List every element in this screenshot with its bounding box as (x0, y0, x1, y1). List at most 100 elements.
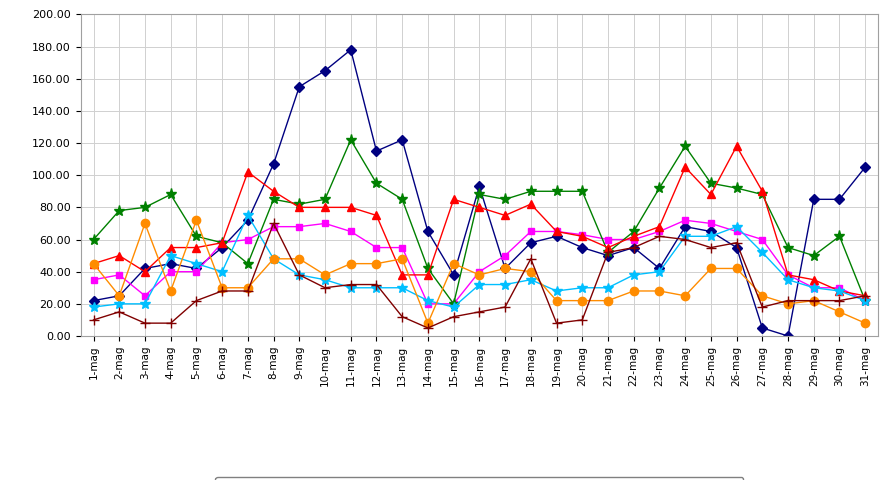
TA Archimede (371, 148, 382, 154)
PAOLO VI -CISI (165, 320, 176, 326)
TA San Vito (88, 277, 99, 283)
TA Archimede (680, 224, 691, 229)
TA San Vito (217, 240, 228, 246)
TA Archimede (165, 261, 176, 266)
PAOLO VI -CISI (808, 298, 819, 303)
TA Alto Adige (628, 233, 639, 239)
TA Speziale (140, 301, 151, 307)
TA Alto Adige (808, 277, 819, 283)
TA Machiavelli (783, 245, 794, 251)
TA Machiavelli (500, 196, 511, 202)
TA Alto Adige (860, 293, 871, 299)
TA Alto Adige (500, 213, 511, 218)
TA Speziale (397, 285, 408, 290)
PAOLO VI -CISI (114, 309, 125, 315)
TALSANO (448, 261, 459, 266)
TA San Vito (397, 245, 408, 251)
TA Archimede (757, 325, 768, 331)
PAOLO VI -CISI (500, 304, 511, 310)
PAOLO VI -CISI (88, 317, 99, 323)
TALSANO (551, 298, 562, 303)
TA Speziale (448, 304, 459, 310)
TALSANO (603, 298, 614, 303)
TA Alto Adige (474, 204, 485, 210)
TA San Vito (423, 301, 434, 307)
TA Alto Adige (705, 192, 716, 197)
PAOLO VI -CISI (834, 298, 845, 303)
TA Speziale (371, 285, 382, 290)
TA Alto Adige (140, 269, 151, 275)
PAOLO VI -CISI (603, 250, 614, 255)
TA San Vito (500, 252, 511, 258)
TA Machiavelli (217, 240, 228, 246)
TA Speziale (320, 277, 331, 283)
TA Machiavelli (88, 237, 99, 242)
TA Machiavelli (603, 250, 614, 255)
PAOLO VI -CISI (551, 320, 562, 326)
TA Alto Adige (191, 245, 202, 251)
TA Speziale (731, 224, 742, 229)
TA Machiavelli (731, 185, 742, 191)
TA Machiavelli (525, 188, 536, 194)
TA Speziale (474, 282, 485, 288)
TA San Vito (808, 285, 819, 290)
TA Alto Adige (217, 240, 228, 246)
TA San Vito (114, 272, 125, 278)
TA Archimede (603, 252, 614, 258)
TA Speziale (423, 298, 434, 303)
TA Archimede (500, 265, 511, 271)
TA Alto Adige (345, 204, 356, 210)
TA Machiavelli (294, 201, 305, 207)
TA Alto Adige (603, 245, 614, 251)
TA Archimede (654, 265, 665, 271)
TA Machiavelli (114, 208, 125, 214)
PAOLO VI -CISI (397, 314, 408, 320)
TA San Vito (191, 269, 202, 275)
PAOLO VI -CISI (783, 298, 794, 303)
TALSANO (345, 261, 356, 266)
TA Speziale (114, 301, 125, 307)
TA Alto Adige (397, 272, 408, 278)
TA Alto Adige (834, 288, 845, 294)
TA San Vito (320, 221, 331, 227)
TA Machiavelli (654, 185, 665, 191)
TA Speziale (217, 269, 228, 275)
TA San Vito (603, 237, 614, 242)
TA San Vito (654, 228, 665, 234)
PAOLO VI -CISI (731, 240, 742, 246)
TA Alto Adige (320, 204, 331, 210)
TA Archimede (474, 183, 485, 189)
TALSANO (474, 272, 485, 278)
TA Speziale (603, 285, 614, 290)
TA Archimede (140, 265, 151, 271)
TALSANO (731, 265, 742, 271)
TA Machiavelli (860, 298, 871, 303)
TALSANO (217, 285, 228, 290)
Line: TA Alto Adige: TA Alto Adige (90, 142, 869, 300)
TA Archimede (294, 84, 305, 90)
TALSANO (577, 298, 588, 303)
PAOLO VI -CISI (217, 288, 228, 294)
TALSANO (140, 221, 151, 227)
TA Alto Adige (371, 213, 382, 218)
Line: TA Archimede: TA Archimede (90, 46, 869, 339)
PAOLO VI -CISI (448, 314, 459, 320)
TA Machiavelli (243, 261, 254, 266)
PAOLO VI -CISI (757, 304, 768, 310)
TA Archimede (628, 245, 639, 251)
PAOLO VI -CISI (268, 221, 279, 227)
TA Alto Adige (88, 261, 99, 266)
TALSANO (320, 272, 331, 278)
TA Machiavelli (140, 204, 151, 210)
TA Archimede (860, 164, 871, 170)
TA San Vito (268, 224, 279, 229)
TA Machiavelli (423, 265, 434, 271)
TA Archimede (577, 245, 588, 251)
TA Machiavelli (371, 180, 382, 186)
TALSANO (757, 293, 768, 299)
TA San Vito (860, 298, 871, 303)
TA Speziale (268, 256, 279, 262)
TA San Vito (834, 285, 845, 290)
TA San Vito (705, 221, 716, 227)
TA Speziale (834, 288, 845, 294)
